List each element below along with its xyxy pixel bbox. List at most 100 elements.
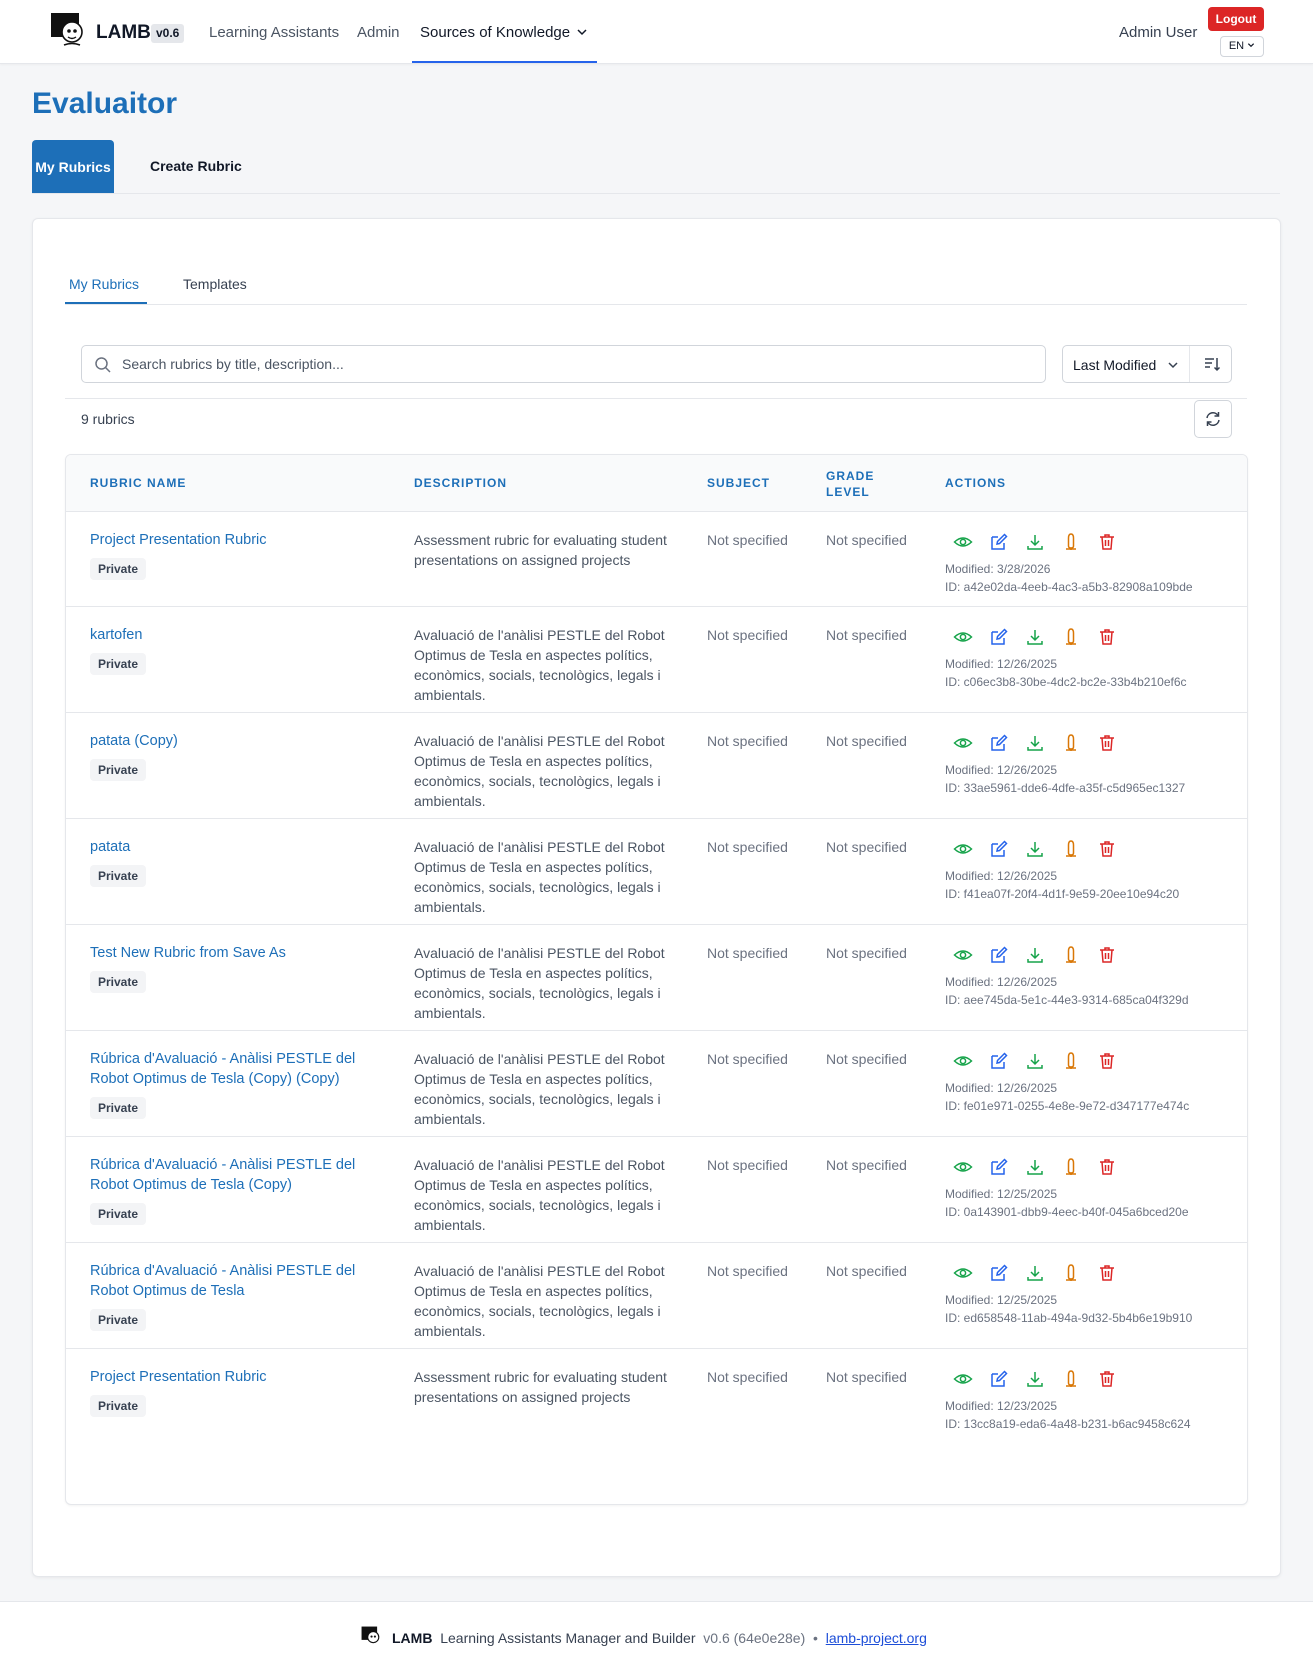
download-button[interactable]	[1017, 528, 1053, 556]
rubric-name-link[interactable]: Rúbrica d'Avaluació - Anàlisi PESTLE del…	[90, 1157, 356, 1193]
edit-button[interactable]	[981, 1259, 1017, 1287]
download-button[interactable]	[1017, 941, 1053, 969]
sort-select[interactable]: Last Modified	[1073, 357, 1157, 373]
delete-button[interactable]	[1089, 1047, 1125, 1075]
rubric-actions: Modified: 12/26/2025 ID: c06ec3b8-30be-4…	[945, 623, 1235, 690]
ai-assist-button[interactable]	[1053, 1365, 1089, 1393]
nav-sources-of-knowledge[interactable]: Sources of Knowledge	[420, 24, 588, 42]
download-icon	[1017, 1047, 1053, 1075]
ai-assist-button[interactable]	[1053, 623, 1089, 651]
visibility-badge: Private	[90, 1395, 147, 1417]
tab-my-rubrics[interactable]: My Rubrics	[32, 140, 114, 194]
rubric-name-link[interactable]: patata	[90, 839, 131, 855]
delete-button[interactable]	[1089, 729, 1125, 757]
ai-icon	[1053, 1047, 1089, 1075]
rubric-description: Avaluació de l'anàlisi PESTLE del Robot …	[414, 627, 665, 703]
rubric-modified: Modified: 12/26/2025	[945, 1081, 1058, 1095]
action-icons	[945, 1259, 1235, 1287]
rubric-name-link[interactable]: Project Presentation Rubric	[90, 532, 267, 548]
rubric-description: Avaluació de l'anàlisi PESTLE del Robot …	[414, 733, 665, 809]
footer-link[interactable]: lamb-project.org	[825, 1630, 927, 1646]
delete-button[interactable]	[1089, 623, 1125, 651]
rubric-name-link[interactable]: Rúbrica d'Avaluació - Anàlisi PESTLE del…	[90, 1051, 356, 1087]
trash-icon	[1089, 1153, 1125, 1181]
rubric-name-link[interactable]: Project Presentation Rubric	[90, 1369, 267, 1385]
rubric-modified: Modified: 12/25/2025	[945, 1293, 1058, 1307]
ai-assist-button[interactable]	[1053, 1047, 1089, 1075]
view-button[interactable]	[945, 1365, 981, 1393]
ai-icon	[1053, 1365, 1089, 1393]
download-button[interactable]	[1017, 623, 1053, 651]
tab-create-rubric[interactable]: Create Rubric	[150, 158, 242, 174]
logout-button[interactable]: Logout	[1208, 7, 1264, 31]
trash-icon	[1089, 1047, 1125, 1075]
ai-icon	[1053, 729, 1089, 757]
subtab-my-rubrics[interactable]: My Rubrics	[69, 276, 140, 292]
edit-button[interactable]	[981, 1153, 1017, 1181]
view-button[interactable]	[945, 941, 981, 969]
view-button[interactable]	[945, 729, 981, 757]
delete-button[interactable]	[1089, 1365, 1125, 1393]
edit-button[interactable]	[981, 835, 1017, 863]
view-button[interactable]	[945, 623, 981, 651]
view-button[interactable]	[945, 835, 981, 863]
view-button[interactable]	[945, 1153, 981, 1181]
table-row: Rúbrica d'Avaluació - Anàlisi PESTLE del…	[66, 1243, 1247, 1349]
rubric-name-cell: Project Presentation Rubric Private	[90, 1367, 380, 1417]
rubric-grade-level: Not specified	[826, 1051, 907, 1067]
edit-button[interactable]	[981, 729, 1017, 757]
table-row: Rúbrica d'Avaluació - Anàlisi PESTLE del…	[66, 1137, 1247, 1243]
rubric-name-link[interactable]: Test New Rubric from Save As	[90, 945, 286, 961]
ai-assist-button[interactable]	[1053, 1259, 1089, 1287]
language-select[interactable]: EN	[1220, 36, 1264, 57]
lamb-logo-icon[interactable]	[50, 12, 86, 48]
delete-button[interactable]	[1089, 528, 1125, 556]
search-input[interactable]	[122, 346, 1022, 382]
rubric-actions: Modified: 3/28/2026 ID: a42e02da-4eeb-4a…	[945, 528, 1235, 595]
rubric-grade-level: Not specified	[826, 1157, 907, 1173]
rubric-modified: Modified: 12/26/2025	[945, 657, 1058, 671]
delete-button[interactable]	[1089, 1153, 1125, 1181]
download-button[interactable]	[1017, 1047, 1053, 1075]
view-button[interactable]	[945, 1047, 981, 1075]
ai-assist-button[interactable]	[1053, 1153, 1089, 1181]
ai-assist-button[interactable]	[1053, 941, 1089, 969]
nav-learning-assistants[interactable]: Learning Assistants	[209, 24, 340, 41]
view-button[interactable]	[945, 528, 981, 556]
visibility-badge: Private	[90, 971, 147, 993]
ai-assist-button[interactable]	[1053, 729, 1089, 757]
ai-assist-button[interactable]	[1053, 528, 1089, 556]
rubric-name-link[interactable]: kartofen	[90, 627, 143, 643]
edit-button[interactable]	[981, 1365, 1017, 1393]
rubric-name-link[interactable]: Rúbrica d'Avaluació - Anàlisi PESTLE del…	[90, 1263, 356, 1299]
rubric-actions: Modified: 12/25/2025 ID: ed658548-11ab-4…	[945, 1259, 1235, 1326]
rubric-subject: Not specified	[707, 532, 788, 548]
toolbar-divider	[65, 398, 1247, 399]
ai-assist-button[interactable]	[1053, 835, 1089, 863]
subtab-templates[interactable]: Templates	[183, 276, 247, 292]
edit-button[interactable]	[981, 1047, 1017, 1075]
edit-button[interactable]	[981, 941, 1017, 969]
brand-name[interactable]: LAMB	[96, 22, 151, 43]
rubric-grade-level: Not specified	[826, 627, 907, 643]
download-icon	[1017, 835, 1053, 863]
download-button[interactable]	[1017, 1153, 1053, 1181]
refresh-button[interactable]	[1194, 400, 1232, 438]
rubric-name-link[interactable]: patata (Copy)	[90, 733, 178, 749]
view-button[interactable]	[945, 1259, 981, 1287]
nav-admin[interactable]: Admin	[357, 24, 400, 41]
download-button[interactable]	[1017, 729, 1053, 757]
download-button[interactable]	[1017, 835, 1053, 863]
chevron-down-icon[interactable]	[1167, 358, 1179, 375]
sort-direction-icon[interactable]	[1203, 355, 1221, 377]
delete-button[interactable]	[1089, 941, 1125, 969]
delete-button[interactable]	[1089, 835, 1125, 863]
edit-button[interactable]	[981, 528, 1017, 556]
download-button[interactable]	[1017, 1365, 1053, 1393]
edit-button[interactable]	[981, 623, 1017, 651]
footer: LAMB Learning Assistants Manager and Bui…	[0, 1602, 1313, 1667]
download-button[interactable]	[1017, 1259, 1053, 1287]
edit-icon	[981, 623, 1017, 651]
tabs-divider	[32, 193, 1280, 194]
delete-button[interactable]	[1089, 1259, 1125, 1287]
